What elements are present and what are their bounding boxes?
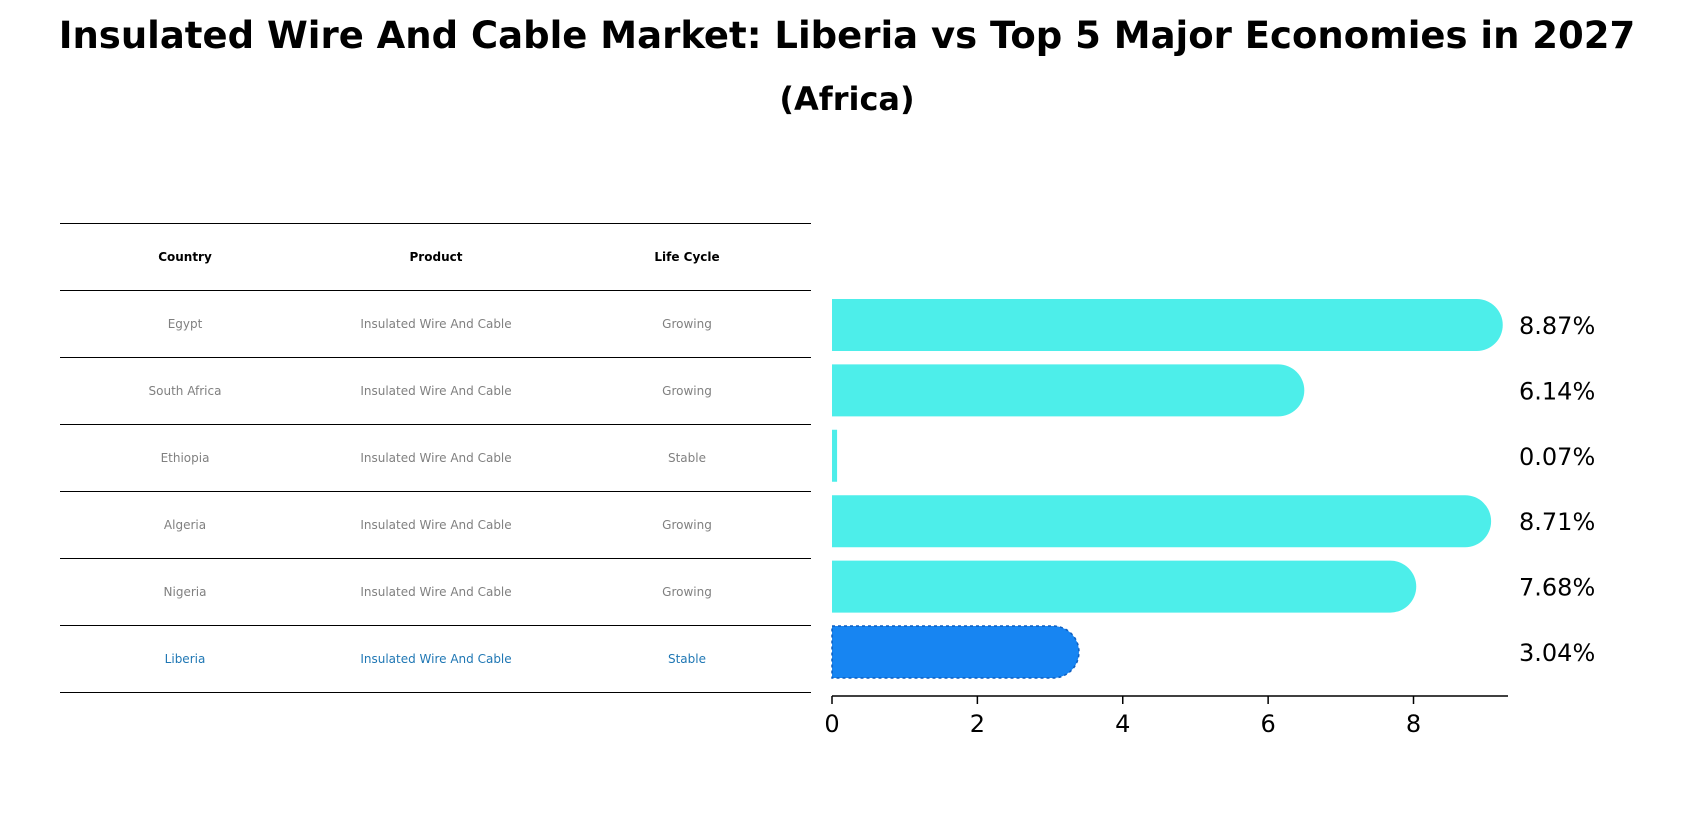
chart-subtitle: (Africa) bbox=[779, 80, 915, 118]
x-tick-label: 2 bbox=[970, 710, 985, 738]
table-row: Algeria Insulated Wire And Cable Growing bbox=[60, 491, 811, 558]
bar-egypt bbox=[832, 299, 1503, 351]
life-cycle-cell: Stable bbox=[667, 451, 706, 465]
country-cell: South Africa bbox=[148, 384, 222, 398]
column-header-product: Product bbox=[409, 250, 463, 264]
product-cell: Insulated Wire And Cable bbox=[360, 518, 512, 532]
value-label: 6.14% bbox=[1519, 377, 1595, 405]
table-row-highlighted: Liberia Insulated Wire And Cable Stable bbox=[60, 625, 811, 693]
life-cycle-cell: Growing bbox=[662, 317, 712, 331]
x-tick-label: 0 bbox=[824, 710, 839, 738]
data-table: Country Product Life Cycle Egypt Insulat… bbox=[60, 223, 811, 693]
bar-algeria bbox=[832, 495, 1492, 548]
product-cell: Insulated Wire And Cable bbox=[360, 384, 512, 398]
life-cycle-cell: Growing bbox=[662, 518, 712, 532]
x-tick-label: 4 bbox=[1115, 710, 1130, 738]
life-cycle-cell: Growing bbox=[662, 384, 712, 398]
value-label: 3.04% bbox=[1519, 639, 1595, 667]
bar-liberia bbox=[831, 625, 1080, 679]
bar-ethiopia bbox=[832, 429, 838, 482]
country-cell: Egypt bbox=[167, 317, 203, 331]
x-tick-label: 8 bbox=[1406, 710, 1421, 738]
table-row: South Africa Insulated Wire And Cable Gr… bbox=[60, 357, 811, 424]
product-cell: Insulated Wire And Cable bbox=[360, 652, 512, 666]
product-cell: Insulated Wire And Cable bbox=[360, 451, 512, 465]
bar-south-africa bbox=[832, 364, 1305, 417]
value-label: 8.71% bbox=[1519, 508, 1595, 536]
country-cell: Nigeria bbox=[163, 585, 207, 599]
table-row: Nigeria Insulated Wire And Cable Growing bbox=[60, 558, 811, 625]
life-cycle-cell: Growing bbox=[662, 585, 712, 599]
table-row: Egypt Insulated Wire And Cable Growing bbox=[60, 290, 811, 357]
value-label: 0.07% bbox=[1519, 443, 1595, 471]
product-cell: Insulated Wire And Cable bbox=[360, 317, 512, 331]
x-tick-label: 6 bbox=[1260, 710, 1275, 738]
country-cell: Algeria bbox=[163, 518, 207, 532]
country-cell: Liberia bbox=[164, 652, 206, 666]
column-header-country: Country bbox=[158, 250, 212, 264]
table-header-row: Country Product Life Cycle bbox=[60, 223, 811, 290]
column-header-life-cycle: Life Cycle bbox=[654, 250, 720, 264]
table-row: Ethiopia Insulated Wire And Cable Stable bbox=[60, 424, 811, 491]
country-cell: Ethiopia bbox=[160, 451, 210, 465]
value-label: 7.68% bbox=[1519, 574, 1595, 602]
value-label: 8.87% bbox=[1519, 312, 1595, 340]
bar-nigeria bbox=[832, 560, 1417, 613]
chart-title: Insulated Wire And Cable Market: Liberia… bbox=[58, 14, 1636, 57]
product-cell: Insulated Wire And Cable bbox=[360, 585, 512, 599]
life-cycle-cell: Stable bbox=[667, 652, 706, 666]
